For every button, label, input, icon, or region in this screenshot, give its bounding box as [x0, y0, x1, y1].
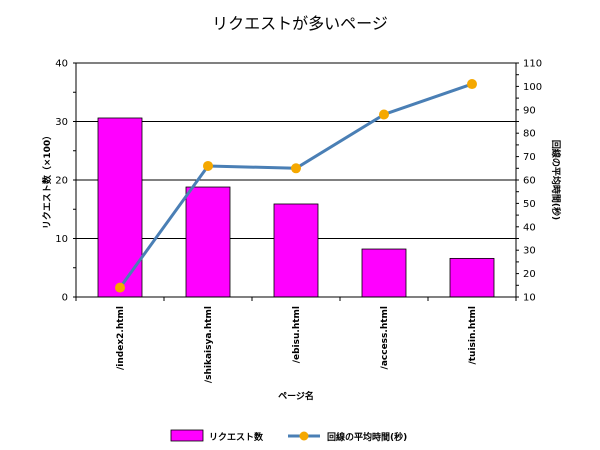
x-category-label: /index2.html [116, 306, 126, 370]
bar [97, 117, 143, 298]
x-category-label: /shikaisya.html [204, 306, 214, 383]
line-point [467, 79, 477, 90]
y-right-tick-label: 40 [523, 222, 536, 233]
bar [273, 203, 319, 298]
y-axis-right: 10 20 30 40 50 60 70 80 90 100 110 [516, 59, 542, 304]
y-right-tick-label: 90 [523, 105, 536, 116]
x-axis: /index2.html/shikaisya.html/ebisu.html/a… [75, 297, 517, 383]
legend-label-line: 回線の平均時間(秒) [327, 431, 407, 443]
bar [185, 186, 231, 298]
y-right-tick-label: 10 [523, 293, 536, 304]
bar [361, 248, 407, 298]
y-right-tick-label: 110 [523, 59, 542, 70]
y-left-tick-label: 30 [55, 117, 68, 128]
y-right-tick-label: 70 [523, 152, 536, 163]
y-right-tick-label: 20 [523, 269, 536, 280]
chart-title: リクエストが多いページ [212, 14, 388, 33]
y-right-tick-label: 30 [523, 246, 536, 257]
x-category-label: /tuisin.html [468, 306, 478, 365]
y-left-tick-label: 20 [55, 176, 68, 187]
legend-label-bar: リクエスト数 [209, 431, 264, 443]
y-axis-left: 0 10 20 30 40 [55, 59, 76, 304]
line-point [203, 160, 213, 171]
y-left-tick-label: 40 [55, 59, 68, 70]
legend-swatch-bar [170, 429, 204, 442]
bar-series [97, 117, 495, 298]
y-left-tick-label: 10 [55, 234, 68, 245]
y-left-tick-label: 0 [62, 293, 68, 304]
line-series [115, 79, 477, 293]
x-axis-label: ページ名 [278, 390, 314, 402]
x-category-label: /access.html [380, 306, 390, 369]
legend: リクエスト数 回線の平均時間(秒) [170, 429, 407, 443]
y-right-tick-label: 50 [523, 199, 536, 210]
line-point [379, 109, 389, 120]
y-axis-left-label: リクエスト数（×100） [41, 131, 53, 229]
y-right-tick-label: 60 [523, 176, 536, 187]
y-axis-right-label: 回線の平均時間(秒) [550, 140, 562, 220]
line-point [115, 282, 125, 293]
y-right-tick-label: 100 [523, 82, 542, 93]
legend-swatch-marker [299, 431, 309, 441]
bar [449, 257, 495, 298]
y-right-tick-label: 80 [523, 129, 536, 140]
x-category-label: /ebisu.html [292, 306, 302, 363]
line-point [291, 163, 301, 174]
